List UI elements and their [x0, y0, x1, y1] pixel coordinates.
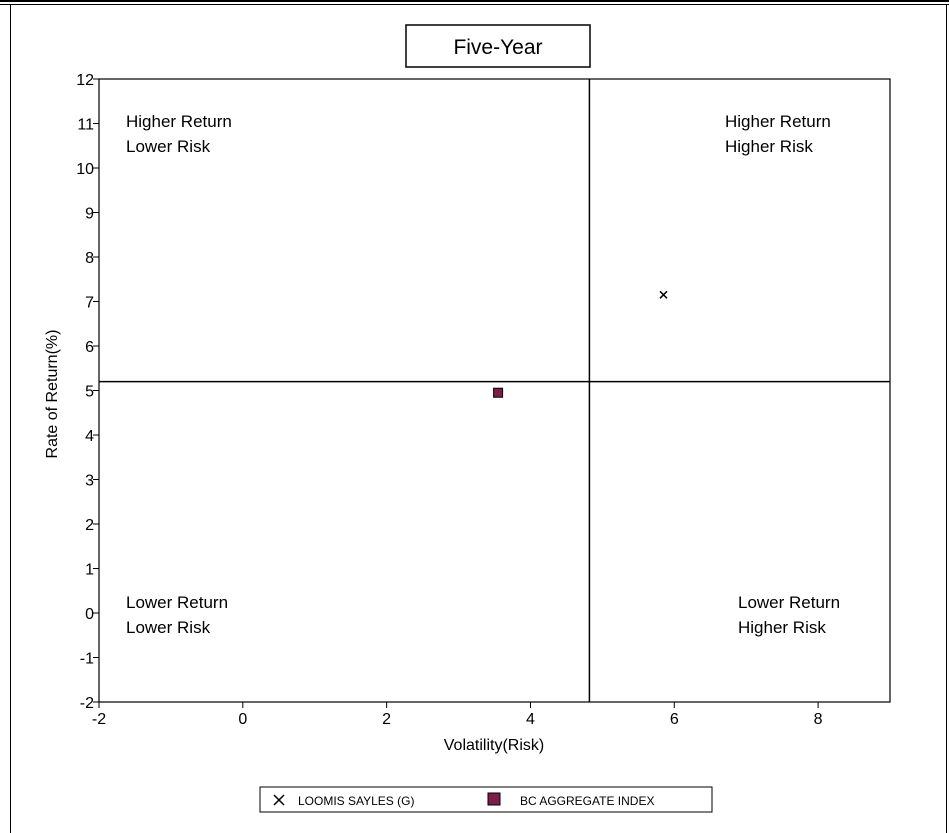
legend-marker-x — [273, 794, 285, 806]
y-tick-label: 4 — [85, 428, 94, 445]
y-tick-label: 3 — [85, 473, 94, 490]
y-tick-label: 6 — [85, 339, 94, 356]
data-point-series-2 — [493, 387, 504, 398]
quadrant-label-bottom-left-line2: Lower Risk — [126, 618, 211, 637]
frame-top-rule-inner — [0, 4, 949, 5]
y-tick-label: -1 — [80, 651, 94, 668]
legend-label-series-1: LOOMIS SAYLES (G) — [298, 794, 414, 808]
quadrant-label-top-left-line1: Higher Return — [126, 112, 232, 131]
x-marker-stroke — [659, 290, 668, 299]
y-tick-label: 11 — [77, 117, 94, 134]
data-point-series-1 — [659, 290, 668, 299]
frame-top-rule — [0, 0, 949, 2]
data-points — [493, 290, 668, 398]
quadrant-label-top-left-line2: Lower Risk — [126, 137, 211, 156]
x-tick-label: 4 — [526, 711, 535, 728]
quadrant-label-top-right-line1: Higher Return — [725, 112, 831, 131]
x-axis: -2 0 2 4 6 8 — [92, 702, 823, 728]
quadrant-dividers — [99, 79, 890, 702]
quadrant-label-bottom-right-line1: Lower Return — [738, 593, 840, 612]
legend-marker-square — [487, 792, 501, 806]
x-tick-label: -2 — [92, 711, 106, 728]
chart-title: Five-Year — [453, 36, 542, 59]
x-axis-title: Volatility(Risk) — [444, 737, 544, 754]
y-tick-label: 10 — [76, 161, 94, 178]
legend-box — [259, 786, 713, 813]
chart-title-box — [405, 24, 591, 68]
y-tick-label: 2 — [85, 517, 94, 534]
quadrant-label-bottom-left-line1: Lower Return — [126, 593, 228, 612]
y-tick-label: 5 — [85, 384, 94, 401]
frame-left-rule — [10, 4, 11, 833]
x-tick-label: 0 — [238, 711, 247, 728]
y-tick-label: 9 — [85, 206, 94, 223]
legend-label-series-2: BC AGGREGATE INDEX — [520, 794, 654, 808]
quadrant-label-bottom-right-line2: Higher Risk — [738, 618, 826, 637]
frame-right-rule — [946, 4, 947, 833]
quadrant-label-top-right-line2: Higher Risk — [725, 137, 813, 156]
x-tick-label: 6 — [670, 711, 679, 728]
y-tick-label: 0 — [85, 606, 94, 623]
x-tick-label: 8 — [814, 711, 823, 728]
y-tick-label: 8 — [85, 250, 94, 267]
y-tick-label: 1 — [85, 562, 94, 579]
y-tick-label: -2 — [80, 695, 94, 712]
y-axis-title: Rate of Return(%) — [44, 330, 61, 459]
y-tick-label: 12 — [76, 72, 94, 89]
y-tick-label: 7 — [85, 295, 94, 312]
x-tick-label: 2 — [382, 711, 391, 728]
